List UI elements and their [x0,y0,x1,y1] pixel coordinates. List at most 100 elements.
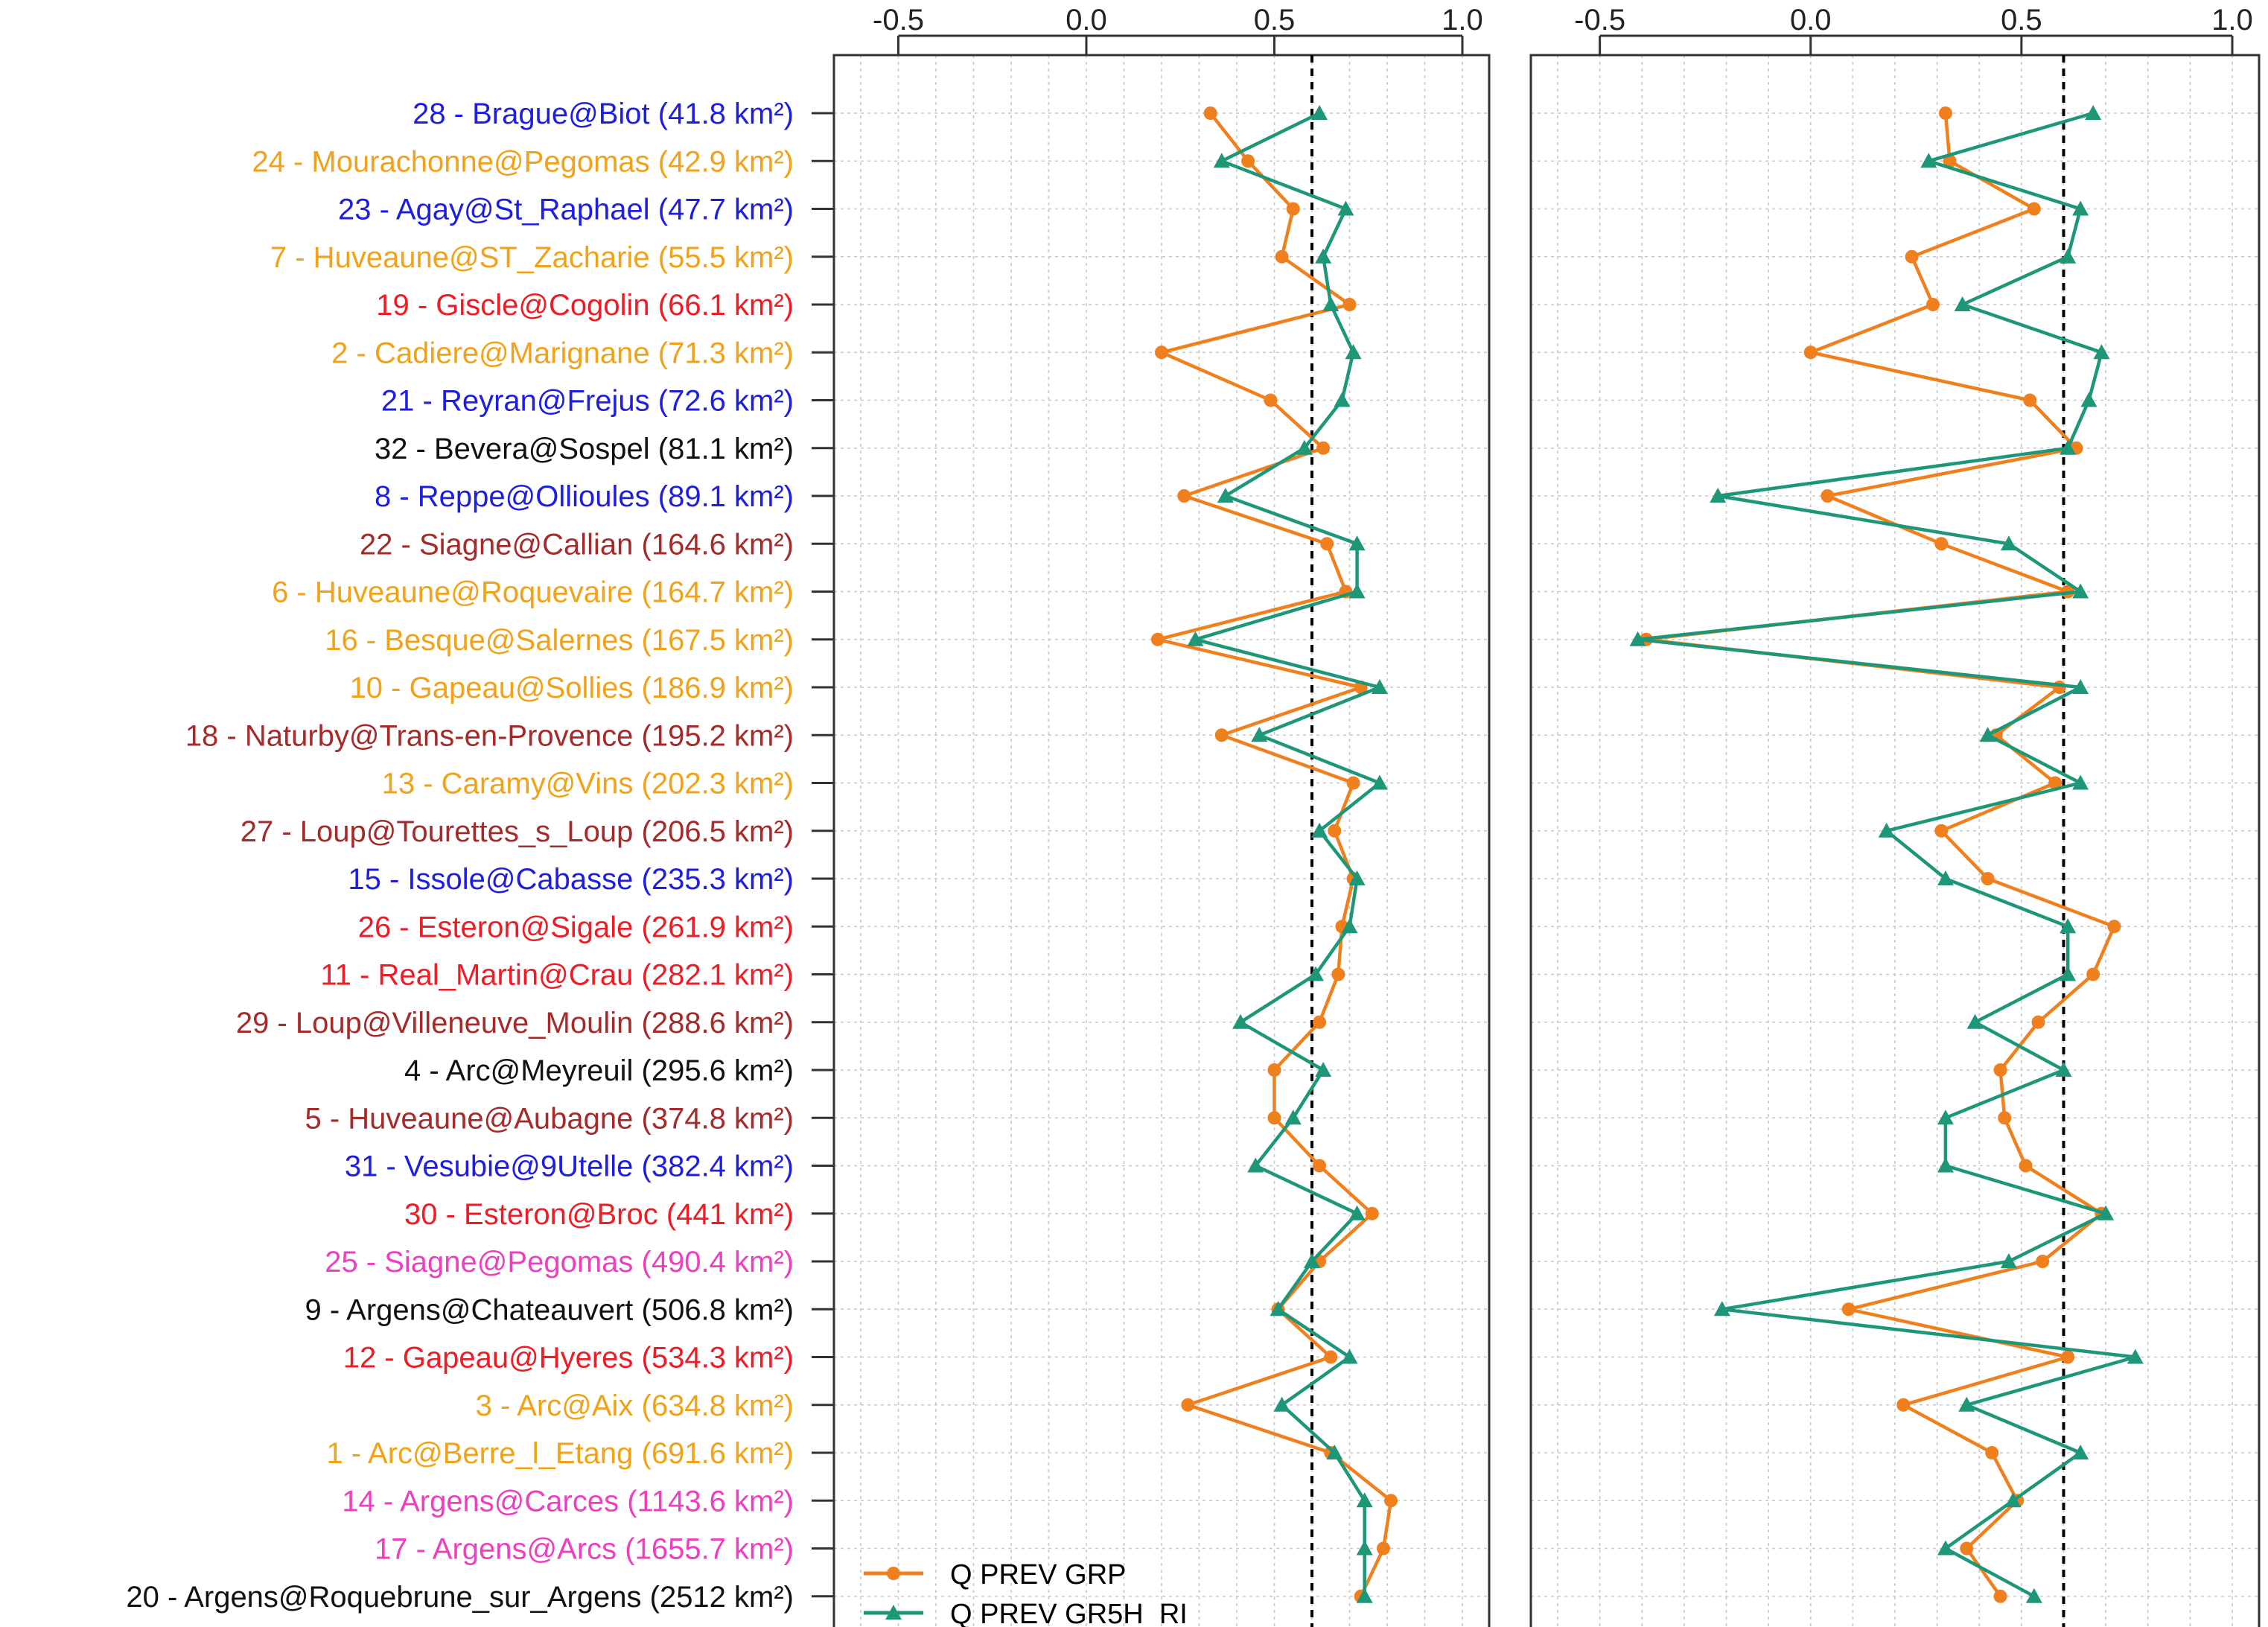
data-point-gr5h [2060,439,2077,455]
data-point-grp [1993,1589,2007,1603]
x-tick-label: 0.5 [2001,4,2042,36]
data-point-gr5h [1979,727,1996,742]
station-label: 25 - Siagne@Pegomas (490.4 km²) [325,1246,794,1279]
station-label: 20 - Argens@Roquebrune_sur_Argens (2512 … [126,1581,794,1614]
data-point-grp [1181,1398,1195,1412]
legend-marker-gr5h [885,1605,902,1620]
data-point-grp [1384,1494,1398,1508]
station-label: 29 - Loup@Villeneuve_Moulin (288.6 km²) [236,1007,794,1039]
data-point-grp [2027,202,2041,216]
station-label: 1 - Arc@Berre_l_Etang (691.6 km²) [326,1437,794,1470]
station-label: 21 - Reyran@Frejus (72.6 km²) [381,385,794,418]
series-line-grp [1644,112,2116,1598]
data-point-grp [1821,489,1835,503]
data-point-grp [1346,776,1360,790]
data-point-gr5h [2000,1253,2017,1268]
x-tick-label: -0.5 [1574,4,1625,36]
data-point-gr5h [1334,392,1351,407]
data-point-gr5h [1304,1253,1320,1268]
series-line-gr5h [1194,111,1382,1596]
station-label: 31 - Vesubie@9Utelle (382.4 km²) [345,1150,794,1183]
data-point-grp [1803,346,1818,360]
data-point-gr5h [1958,1396,1975,1412]
data-point-gr5h [1311,822,1328,838]
station-label: 28 - Brague@Biot (41.8 km²) [412,98,794,130]
data-point-gr5h [1356,1540,1373,1556]
data-point-grp [2052,681,2066,694]
data-point-grp [1275,249,1289,264]
station-label: 13 - Caramy@Vins (202.3 km²) [382,768,794,800]
data-point-grp [1342,298,1357,311]
data-point-grp [1376,1541,1390,1556]
station-label: 7 - Huveaune@ST_Zacharie (55.5 km²) [270,241,794,274]
data-point-grp [1203,106,1217,120]
data-point-gr5h [1356,1492,1373,1508]
data-point-gr5h [1345,344,1362,360]
data-point-grp [2086,967,2100,981]
data-point-gr5h [1341,1349,1358,1364]
data-point-grp [1365,1206,1379,1220]
legend-label-grp: Q PREV GRP [950,1559,1127,1591]
data-point-grp [1264,393,1278,407]
data-point-gr5h [2072,679,2089,694]
data-point-gr5h [1213,153,1230,168]
data-point-grp [1905,249,1919,264]
data-point-grp [1286,202,1300,216]
x-tick-label: 0.0 [1790,4,1832,36]
data-point-gr5h [1710,488,1727,503]
data-point-gr5h [1937,1109,1954,1125]
data-point-grp [1150,632,1165,646]
data-point-grp [1267,1111,1281,1125]
data-point-gr5h [1937,1157,1954,1173]
panel-right: -0.5 0.0 0.5 1.0 [1529,4,2261,1627]
data-point-gr5h [1920,153,1937,168]
station-label: 18 - Naturby@Trans-en-Provence (195.2 km… [185,719,794,752]
station-label: 10 - Gapeau@Sollies (186.9 km²) [350,672,794,704]
data-point-grp [1320,537,1334,551]
data-point-grp [2107,920,2121,934]
data-point-gr5h [1937,1540,1954,1556]
panel-left: -0.5 0.0 0.5 1.0 [812,4,1491,1627]
data-point-gr5h [1296,439,1313,455]
data-point-gr5h [1713,1301,1730,1316]
data-point-gr5h [2060,918,2077,934]
data-point-grp [1934,537,1949,551]
data-point-gr5h [1232,1013,1249,1029]
x-tick-label: 0.0 [1065,4,1107,36]
station-label: 6 - Huveaune@Roquevaire (164.7 km²) [272,576,794,609]
data-point-gr5h [1348,1205,1366,1220]
data-point-grp [2036,1255,2050,1268]
station-label: 15 - Issole@Cabasse (235.3 km²) [348,863,794,896]
x-tick-label: 0.5 [1254,4,1296,36]
data-point-grp [1896,1398,1911,1412]
data-point-grp [1938,106,1952,120]
data-point-grp [1313,1015,1327,1029]
data-point-gr5h [2072,200,2089,216]
data-point-gr5h [1954,296,1971,311]
x-tick-label: 1.0 [1442,4,1483,36]
station-label: 2 - Cadiere@Marignane (71.3 km²) [331,337,794,369]
data-point-gr5h [1348,583,1366,599]
data-point-gr5h [2072,774,2089,790]
station-labels: 28 - Brague@Biot (41.8 km²) 24 - Mouracho… [126,98,794,1614]
data-point-gr5h [1273,1396,1290,1412]
data-point-grp [1267,1063,1281,1077]
data-point-grp [1943,154,1957,168]
data-point-grp [1241,154,1255,168]
x-tick-label: 1.0 [2211,4,2253,36]
data-point-grp [1925,298,1940,311]
data-point-gr5h [1371,774,1388,790]
panel-frame [832,54,1491,1627]
data-point-grp [1985,1446,1999,1459]
station-label: 23 - Agay@St_Raphael (47.7 km²) [338,194,794,226]
data-point-gr5h [2072,583,2089,599]
station-label: 5 - Huveaune@Aubagne (374.8 km²) [305,1102,794,1135]
data-point-grp [1313,1159,1327,1173]
data-point-grp [1324,1350,1338,1364]
data-point-grp [1155,346,1168,360]
station-label: 24 - Mourachonne@Pegomas (42.9 km²) [252,145,794,178]
legend-marker-grp [887,1567,900,1580]
series-line-grp [1156,112,1393,1597]
data-point-gr5h [2025,1588,2042,1603]
data-point-grp [2023,393,2037,407]
